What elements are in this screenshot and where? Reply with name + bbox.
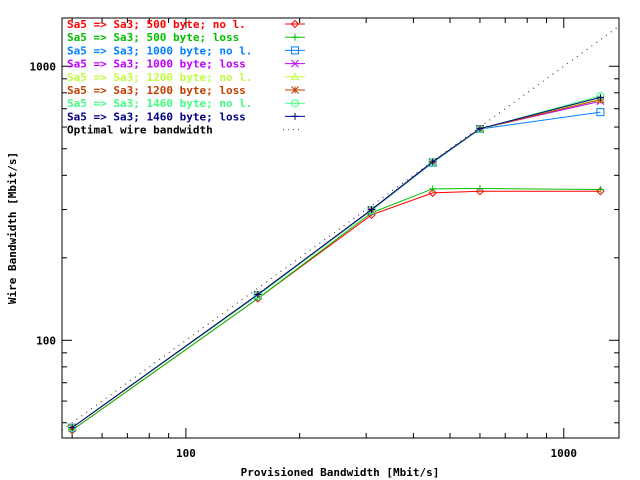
series-line	[71, 96, 601, 429]
legend-item: Sa5 => Sa3; 1200 byte; no l.	[67, 71, 305, 84]
legend-marker	[291, 99, 299, 108]
data-point	[368, 206, 376, 214]
series-line	[71, 188, 601, 431]
legend-label: Sa5 => Sa3; 500 byte; loss	[67, 31, 239, 44]
data-point	[596, 108, 605, 117]
legend: Sa5 => Sa3; 500 byte; no l.Sa5 => Sa3; 5…	[67, 18, 305, 137]
data-point	[475, 186, 485, 196]
y-tick-label: 1000	[30, 60, 57, 73]
series-layer	[61, 25, 620, 435]
legend-label: Sa5 => Sa3; 1200 byte; no l.	[67, 71, 252, 84]
data-point	[596, 93, 604, 101]
data-point	[476, 185, 484, 193]
legend-item: Sa5 => Sa3; 1460 byte; no l.	[67, 97, 305, 110]
data-point	[596, 186, 604, 194]
legend-item: Sa5 => Sa3; 1000 byte; loss	[67, 58, 305, 71]
y-tick-label: 100	[36, 334, 56, 347]
major-ticks	[62, 18, 619, 438]
y-axis-label: Wire Bandwidth [Mbit/s]	[6, 152, 19, 304]
legend-label: Sa5 => Sa3; 1460 byte; no l.	[67, 97, 252, 110]
data-point	[596, 186, 605, 196]
legend-label: Optimal wire bandwidth	[67, 124, 213, 137]
data-point	[429, 158, 437, 166]
legend-marker	[291, 33, 299, 41]
legend-label: Sa5 => Sa3; 500 byte; no l.	[67, 18, 246, 31]
series-9	[61, 25, 620, 431]
x-tick-label: 1000	[551, 447, 578, 460]
plot-frame	[61, 17, 620, 439]
legend-label: Sa5 => Sa3; 1000 byte; loss	[67, 58, 246, 71]
legend-label: Sa5 => Sa3; 1460 byte; loss	[67, 110, 246, 123]
legend-item: Sa5 => Sa3; 1460 byte; loss	[67, 110, 305, 123]
legend-item: Optimal wire bandwidth	[67, 124, 303, 137]
legend-item: Sa5 => Sa3; 500 byte; no l.	[67, 18, 305, 31]
legend-marker	[291, 112, 299, 120]
x-tick-label: 100	[176, 447, 196, 460]
legend-marker	[291, 86, 299, 94]
optimal-line	[61, 25, 620, 431]
legend-marker	[291, 46, 299, 55]
legend-label: Sa5 => Sa3; 1000 byte; no l.	[67, 44, 252, 57]
minor-ticks	[62, 18, 619, 438]
x-axis-label: Provisioned Bandwidth [Mbit/s]	[241, 466, 440, 479]
legend-marker	[291, 59, 299, 68]
data-point	[429, 185, 437, 193]
legend-item: Sa5 => Sa3; 1000 byte; no l.	[67, 44, 305, 57]
legend-marker	[290, 72, 300, 81]
series-8	[68, 93, 604, 432]
data-point	[254, 290, 262, 298]
legend-item: Sa5 => Sa3; 500 byte; loss	[67, 31, 305, 44]
legend-item: Sa5 => Sa3; 1200 byte; loss	[67, 84, 305, 97]
data-point	[68, 424, 76, 432]
data-point	[428, 188, 437, 198]
legend-label: Sa5 => Sa3; 1200 byte; loss	[67, 84, 246, 97]
legend-marker	[290, 19, 300, 29]
tick-labels: 100 1000 100 1000	[30, 60, 578, 460]
